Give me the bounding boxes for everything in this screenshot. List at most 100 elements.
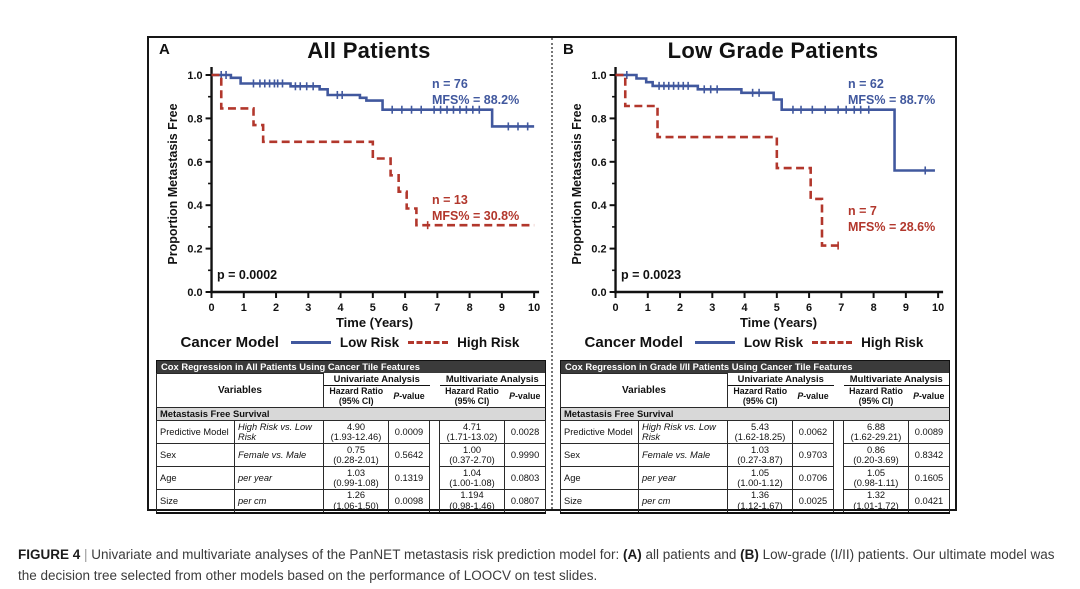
comparison-cell: Female vs. Male	[638, 443, 728, 467]
caption-segment: Low-grade (I/II) patients. Our ultimate …	[18, 547, 1055, 583]
uni-hr-cell: 4.90 (1.93-12.46)	[323, 420, 389, 444]
multivariate-header: Multivariate Analysis	[439, 373, 546, 386]
x-tick-label: 3	[709, 302, 715, 314]
comparison-cell: per cm	[234, 489, 324, 513]
variable-cell: Age	[560, 466, 639, 490]
variable-cell: Size	[156, 489, 235, 513]
km-plot-b: 0.0 0.2 0.4 0.6 0.8 1.0 0 1 2 3 4 5 6 7 8 9 10	[591, 67, 944, 314]
multi-hr-cell: 1.04 (1.00-1.08)	[439, 466, 505, 490]
survival-step-line	[211, 73, 535, 128]
mfs-label: MFS% = 88.2%	[432, 93, 520, 108]
variables-header: Variables	[156, 373, 324, 408]
n-label: n = 62	[848, 77, 884, 91]
curve-high-risk	[211, 73, 535, 230]
uni-hr-cell: 5.43 (1.62-18.25)	[727, 420, 793, 444]
spacer-cell	[833, 489, 844, 513]
x-tick-label: 8	[467, 302, 473, 314]
curve-high-risk	[615, 73, 842, 250]
uni-hr-cell: 1.36 (1.12-1.67)	[727, 489, 793, 513]
caption-segment: FIGURE 4	[18, 547, 81, 562]
y-tick-label: 0.4	[591, 200, 607, 212]
multi-hr-cell: 1.05 (0.98-1.11)	[843, 466, 909, 490]
multi-hr-cell: 1.32 (1.01-1.72)	[843, 489, 909, 513]
spacer-cell	[429, 489, 440, 513]
p-value-header: P-value	[913, 390, 945, 401]
spacer-cell	[429, 420, 440, 444]
x-axis-label: Time (Years)	[739, 315, 818, 330]
caption-segment: Univariate and multivariate analyses of …	[91, 547, 624, 562]
x-tick-label: 8	[871, 302, 877, 314]
annotation-high-risk: n = 13 MFS% = 30.8%	[432, 192, 519, 225]
x-tick-label: 0	[612, 302, 618, 314]
legend-low-label: Low Risk	[339, 335, 400, 350]
spacer-column	[430, 374, 440, 408]
km-plot-a: 0.0 0.2 0.4 0.6 0.8 1.0 0 1 2 3 4 5 6 7 8 9 10	[187, 67, 540, 314]
axis: 0.0 0.2 0.4 0.6 0.8 1.0 0 1 2 3 4 5 6 7 8 9 10	[591, 67, 944, 314]
variable-cell: Age	[156, 466, 235, 490]
multi-hr-cell: 6.88 (1.62-29.21)	[843, 420, 909, 444]
cox-regression-table: Cox Regression in Grade I/II Patients Us…	[560, 360, 950, 514]
comparison-cell: per cm	[638, 489, 728, 513]
x-tick-label: 7	[434, 302, 440, 314]
n-label: n = 13	[432, 193, 468, 207]
multi-p-cell: 0.0028	[503, 420, 547, 444]
x-tick-label: 9	[499, 302, 505, 314]
x-tick-label: 4	[338, 302, 345, 314]
multi-hr-cell: 0.86 (0.20-3.69)	[843, 443, 909, 467]
y-tick-label: 0.8	[187, 113, 202, 125]
legend-low-label: Low Risk	[743, 335, 804, 350]
comparison-cell: High Risk vs. Low Risk	[234, 420, 324, 444]
legend-high-label: High Risk	[861, 335, 924, 350]
comparison-cell: High Risk vs. Low Risk	[638, 420, 728, 444]
x-tick-label: 7	[838, 302, 844, 314]
annotation-low-risk: n = 62 MFS% = 88.7%	[848, 76, 935, 109]
y-tick-label: 0.0	[187, 287, 202, 299]
hazard-ratio-header: Hazard Ratio (95% CI)	[733, 385, 788, 406]
variable-cell: Size	[560, 489, 639, 513]
spacer-cell	[429, 466, 440, 490]
survival-step-line	[211, 73, 535, 227]
univariate-header: Univariate Analysis	[727, 373, 834, 386]
panel-a: A All Patients 0.0 0.2 0.4 0.6 0.8 1.0 0 1 2 3 4 5 6…	[149, 38, 551, 514]
multi-p-cell: 0.8342	[908, 443, 950, 467]
uni-hr-cell: 0.75 (0.28-2.01)	[323, 443, 389, 467]
cox-table-a: Cox Regression in All Patients Using Can…	[156, 360, 547, 514]
y-tick-label: 0.2	[591, 244, 606, 256]
multi-p-cell: 0.0421	[908, 489, 950, 513]
variable-cell: Predictive Model	[560, 420, 639, 444]
figure-caption: FIGURE 4 | Univariate and multivariate a…	[18, 545, 1064, 587]
caption-segment: (A)	[623, 547, 642, 562]
x-tick-label: 3	[305, 302, 311, 314]
y-axis-label: Proportion Metastasis Free	[166, 103, 180, 265]
x-tick-label: 10	[528, 302, 540, 314]
comparison-cell: per year	[234, 466, 324, 490]
multi-p-cell: 0.0803	[503, 466, 547, 490]
x-tick-label: 2	[273, 302, 279, 314]
low-risk-line-icon	[290, 341, 331, 344]
y-tick-label: 0.2	[187, 244, 202, 256]
x-axis-label: Time (Years)	[335, 315, 414, 330]
p-value-label: p = 0.0023	[621, 268, 682, 282]
uni-hr-cell: 1.26 (1.06-1.50)	[323, 489, 389, 513]
uni-p-cell: 0.0062	[792, 420, 834, 444]
panel-b: B Low Grade Patients 0.0 0.2 0.4 0.6 0.8 1.0 0…	[551, 38, 955, 514]
mfs-label: MFS% = 30.8%	[432, 209, 520, 224]
multi-p-cell: 0.0089	[908, 420, 950, 444]
n-label: n = 76	[432, 77, 468, 91]
p-value-header: P-value	[797, 390, 829, 401]
n-label: n = 7	[848, 204, 877, 218]
high-risk-dash-icon	[812, 341, 853, 344]
high-risk-dash-icon	[408, 341, 449, 344]
uni-p-cell: 0.9703	[792, 443, 834, 467]
legend: Cancer Model Low Risk High Risk	[149, 334, 551, 351]
cox-regression-table: Cox Regression in All Patients Using Can…	[156, 360, 547, 514]
x-tick-label: 9	[903, 302, 909, 314]
univariate-header: Univariate Analysis	[323, 373, 430, 386]
uni-p-cell: 0.0025	[792, 489, 834, 513]
variable-cell: Predictive Model	[156, 420, 235, 444]
annotation-high-risk: n = 7 MFS% = 28.6%	[848, 203, 935, 236]
multi-hr-cell: 4.71 (1.71-13.02)	[439, 420, 505, 444]
survival-step-line	[615, 73, 842, 247]
multi-p-cell: 0.0807	[503, 489, 547, 513]
